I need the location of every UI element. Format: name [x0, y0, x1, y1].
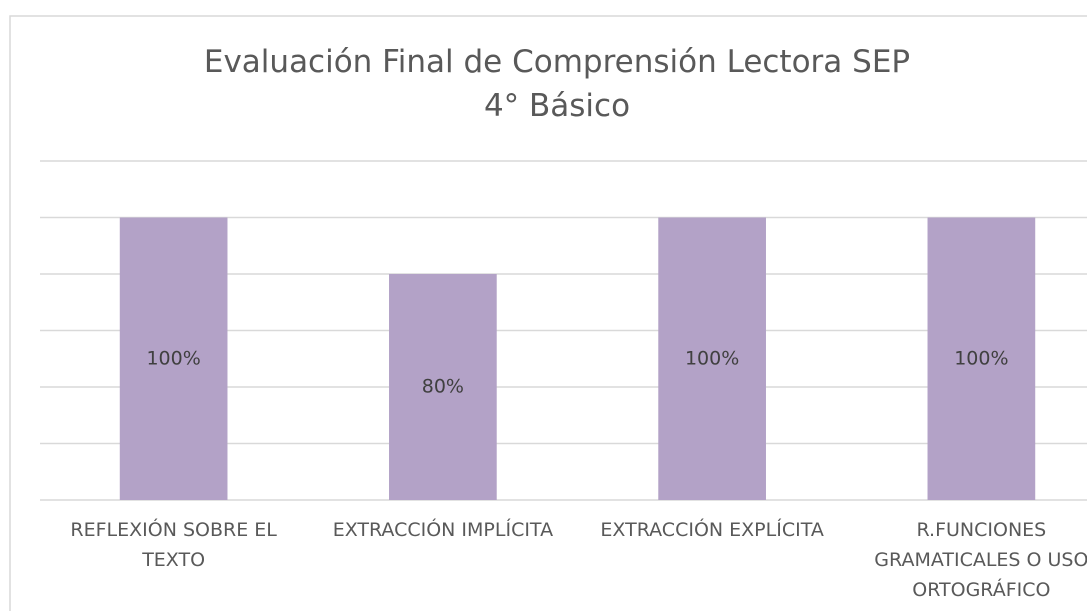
bar: [119, 217, 228, 500]
x-tick-label: REFLEXIÓN SOBRE EL TEXTO: [70, 519, 277, 571]
data-label: 100%: [146, 347, 200, 369]
x-tick-label: EXTRACCIÓN EXPLÍCITA: [600, 519, 824, 541]
bar: [927, 217, 1036, 500]
chart-title: Evaluación Final de Comprensión Lectora …: [203, 44, 911, 124]
data-label: 100%: [685, 347, 739, 369]
bar: [389, 274, 497, 500]
data-label: 80%: [422, 376, 464, 398]
x-tick-label: R.FUNCIONES GRAMATICALES O USO ORTOGRÁFI…: [874, 519, 1087, 601]
bar: [658, 217, 766, 500]
x-tick-label: EXTRACCIÓN IMPLÍCITA: [332, 519, 554, 541]
data-label: 100%: [954, 347, 1008, 369]
